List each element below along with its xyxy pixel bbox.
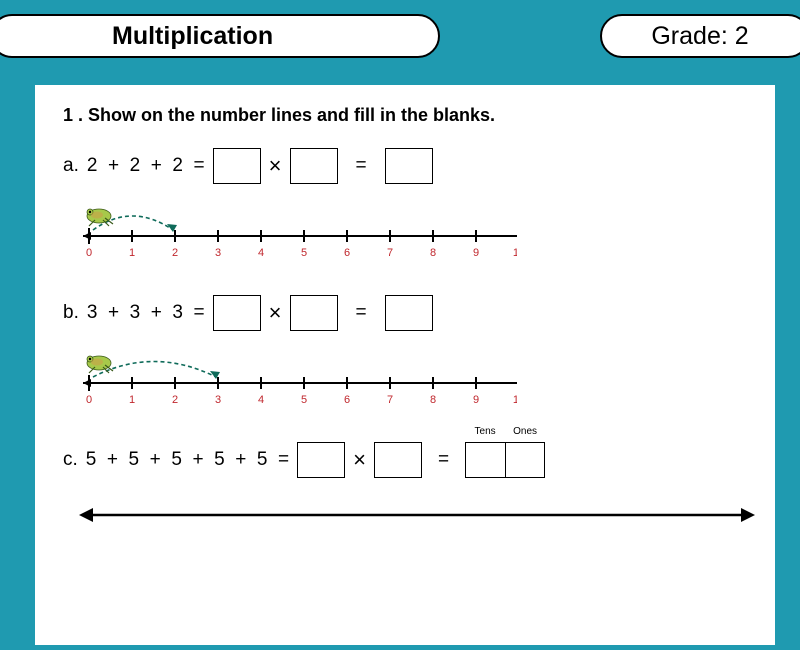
- svg-text:10: 10: [513, 247, 517, 259]
- expression-b: 3 + 3 + 3 =: [87, 302, 205, 324]
- tens-label: Tens: [465, 426, 505, 437]
- blank-a1[interactable]: [213, 148, 261, 184]
- header: Multiplication Grade: 2: [0, 0, 800, 70]
- svg-text:7: 7: [387, 394, 393, 406]
- times-symbol: ×: [269, 300, 282, 326]
- ones-label: Ones: [505, 426, 545, 437]
- svg-text:4: 4: [258, 247, 264, 259]
- equation-row-a: a. 2 + 2 + 2 = × =: [63, 148, 747, 184]
- numberline-c-svg: [77, 500, 757, 530]
- svg-text:5: 5: [301, 247, 307, 259]
- blank-c-ones[interactable]: [505, 442, 545, 478]
- svg-text:9: 9: [473, 247, 479, 259]
- equation-row-c: c. 5 + 5 + 5 + 5 + 5 = × = Tens Ones: [63, 442, 747, 478]
- blank-a2[interactable]: [290, 148, 338, 184]
- numberline-b: 0 1 2 3 4 5 6 7 8 9 10: [77, 341, 747, 418]
- svg-text:0: 0: [86, 247, 92, 259]
- blank-c2[interactable]: [374, 442, 422, 478]
- title-pill: Multiplication: [0, 14, 440, 58]
- blank-c1[interactable]: [297, 442, 345, 478]
- svg-text:2: 2: [172, 247, 178, 259]
- blank-c-tens[interactable]: [465, 442, 505, 478]
- equals-symbol: =: [346, 302, 377, 324]
- numberline-a: 0 1 2 3 4 5 6 7 8 9 10: [77, 194, 747, 271]
- expression-c: 5 + 5 + 5 + 5 + 5 =: [86, 449, 289, 471]
- svg-text:3: 3: [215, 394, 221, 406]
- blank-b3[interactable]: [385, 295, 433, 331]
- problem-b: b. 3 + 3 + 3 = × = 0 1 2 3 4 5 6 7 8 9 10: [63, 295, 747, 418]
- svg-text:1: 1: [129, 394, 135, 406]
- svg-text:2: 2: [172, 394, 178, 406]
- expression-a: 2 + 2 + 2 =: [87, 155, 205, 177]
- grade-pill: Grade: 2: [600, 14, 800, 58]
- blank-b2[interactable]: [290, 295, 338, 331]
- problem-a: a. 2 + 2 + 2 = × = 0 1 2 3 4 5 6 7 8 9 10: [63, 148, 747, 271]
- times-symbol: ×: [269, 153, 282, 179]
- tens-ones-labels: Tens Ones: [465, 426, 545, 437]
- tens-ones-box: Tens Ones: [465, 442, 545, 478]
- svg-text:9: 9: [473, 394, 479, 406]
- svg-text:4: 4: [258, 394, 264, 406]
- svg-text:6: 6: [344, 247, 350, 259]
- page-root: Multiplication Grade: 2 1 . Show on the …: [0, 0, 800, 650]
- problem-label: a.: [63, 155, 79, 177]
- problem-label: b.: [63, 302, 79, 324]
- blank-a3[interactable]: [385, 148, 433, 184]
- times-symbol: ×: [353, 447, 366, 473]
- equation-row-b: b. 3 + 3 + 3 = × =: [63, 295, 747, 331]
- problem-label: c.: [63, 449, 78, 471]
- instruction-text: 1 . Show on the number lines and fill in…: [63, 105, 747, 126]
- worksheet: 1 . Show on the number lines and fill in…: [35, 85, 775, 645]
- page-title: Multiplication: [112, 22, 273, 51]
- svg-text:8: 8: [430, 394, 436, 406]
- equals-symbol: =: [346, 155, 377, 177]
- svg-text:10: 10: [513, 394, 517, 406]
- numberline-c: [77, 500, 747, 535]
- numberline-a-svg: 0 1 2 3 4 5 6 7 8 9 10: [77, 194, 517, 266]
- equals-symbol: =: [430, 449, 457, 471]
- svg-text:0: 0: [86, 394, 92, 406]
- svg-text:1: 1: [129, 247, 135, 259]
- numberline-b-svg: 0 1 2 3 4 5 6 7 8 9 10: [77, 341, 517, 413]
- problem-c: c. 5 + 5 + 5 + 5 + 5 = × = Tens Ones: [63, 442, 747, 535]
- blank-b1[interactable]: [213, 295, 261, 331]
- grade-label: Grade: 2: [651, 22, 748, 51]
- svg-text:3: 3: [215, 247, 221, 259]
- svg-text:7: 7: [387, 247, 393, 259]
- svg-text:5: 5: [301, 394, 307, 406]
- svg-text:8: 8: [430, 247, 436, 259]
- svg-text:6: 6: [344, 394, 350, 406]
